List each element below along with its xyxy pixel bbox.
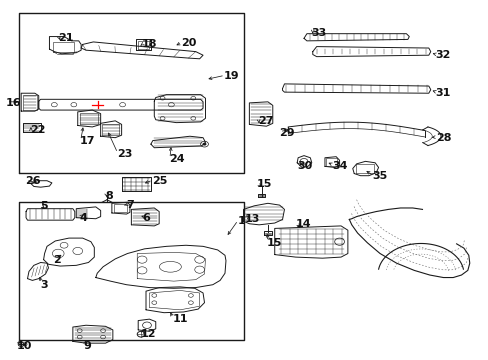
Text: 31: 31	[435, 88, 450, 98]
Text: 27: 27	[257, 116, 273, 126]
Text: 28: 28	[435, 133, 450, 143]
Text: 19: 19	[224, 71, 239, 81]
Text: 12: 12	[141, 329, 156, 339]
Text: 6: 6	[142, 213, 150, 222]
Text: 13: 13	[244, 215, 259, 224]
Text: 23: 23	[117, 149, 132, 159]
Text: 32: 32	[435, 50, 450, 60]
Circle shape	[202, 143, 206, 145]
Text: 7: 7	[126, 200, 134, 210]
Text: 34: 34	[331, 161, 347, 171]
Text: 11: 11	[172, 314, 187, 324]
Text: 15: 15	[256, 179, 271, 189]
Text: 1: 1	[238, 216, 245, 226]
Text: 17: 17	[80, 136, 95, 146]
Text: 8: 8	[105, 191, 113, 201]
Text: 25: 25	[152, 176, 167, 186]
Text: 20: 20	[181, 38, 196, 48]
Text: 24: 24	[168, 154, 184, 164]
Text: 15: 15	[266, 238, 281, 248]
Text: 2: 2	[53, 255, 61, 265]
Text: 3: 3	[41, 280, 48, 290]
Text: 30: 30	[297, 161, 312, 171]
Text: 5: 5	[40, 201, 47, 211]
Text: 9: 9	[83, 341, 91, 351]
Text: 29: 29	[278, 128, 294, 138]
Text: 26: 26	[25, 176, 41, 186]
Text: 4: 4	[80, 213, 87, 222]
Text: 18: 18	[142, 40, 157, 49]
Text: 14: 14	[295, 219, 311, 229]
Text: 22: 22	[30, 125, 45, 135]
Text: 10: 10	[17, 341, 32, 351]
Text: 21: 21	[58, 33, 74, 43]
Text: 16: 16	[5, 98, 21, 108]
Text: 35: 35	[371, 171, 386, 181]
Text: 33: 33	[311, 28, 326, 38]
